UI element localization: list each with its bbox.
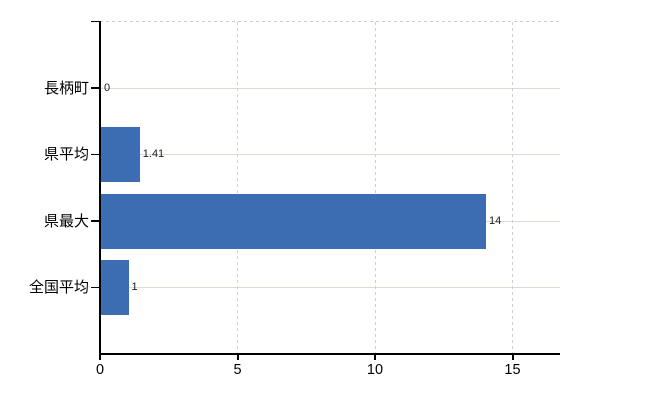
y-axis-tick: [91, 153, 100, 156]
bar-value-label: 0: [104, 81, 111, 94]
bar: [101, 193, 486, 249]
x-axis-tick: [236, 353, 239, 360]
x-tick-label: 10: [366, 361, 384, 378]
bar: [101, 127, 140, 182]
v-gridline: [374, 21, 376, 354]
category-label: 県最大: [43, 212, 89, 230]
bar: [101, 260, 129, 315]
v-gridline: [512, 21, 513, 354]
bar-value-label: 1: [131, 281, 138, 293]
bar-value-label: 14: [489, 214, 502, 227]
x-tick-label: 15: [504, 361, 521, 378]
x-tick-label: 5: [233, 361, 242, 378]
h-gridline: [100, 287, 560, 288]
y-axis-tick: [91, 286, 100, 289]
plot-top-border: [100, 21, 560, 22]
x-tick-label: 0: [95, 361, 105, 378]
x-axis-line: [99, 352, 560, 355]
bar-value-label: 1.41: [142, 148, 165, 160]
h-gridline: [100, 154, 560, 155]
category-label: 全国平均: [28, 279, 89, 296]
y-axis-tick: [91, 87, 100, 89]
v-gridline: [237, 21, 238, 354]
y-axis-tick: [91, 220, 100, 222]
category-label: 長柄町: [43, 79, 89, 97]
y-axis-tick: [91, 20, 100, 23]
category-label: 県平均: [43, 146, 89, 163]
h-gridline: [100, 87, 560, 89]
y-axis-line: [99, 20, 101, 355]
x-axis-tick: [374, 353, 376, 360]
x-axis-tick: [511, 353, 514, 360]
x-axis-tick: [99, 353, 101, 360]
